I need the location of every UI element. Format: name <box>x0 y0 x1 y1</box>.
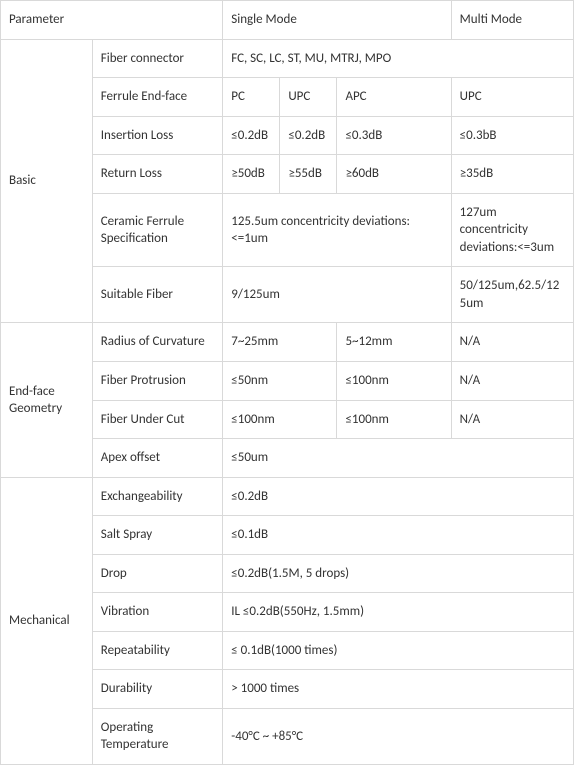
value-salt-spray: ≤0.1dB <box>223 516 574 555</box>
label-ceramic-ferrule: Ceramic Ferrule Specification <box>92 193 223 267</box>
label-durability: Durability <box>92 670 223 709</box>
group-mechanical: Mechanical <box>1 477 93 764</box>
label-exchangeability: Exchangeability <box>92 477 223 516</box>
value-il-upc: ≤0.2dB <box>280 116 337 155</box>
header-single-mode: Single Mode <box>223 1 451 40</box>
value-vibration: IL ≤0.2dB(550Hz, 1.5mm) <box>223 593 574 632</box>
value-rl-pc: ≥50dB <box>223 155 280 194</box>
value-fuc-b: ≤100nm <box>337 400 451 439</box>
label-apex: Apex offset <box>92 439 223 478</box>
header-row: Parameter Single Mode Multi Mode <box>1 1 574 40</box>
value-apex: ≤50um <box>223 439 574 478</box>
value-endface-apc: APC <box>337 78 451 117</box>
value-roc-c: N/A <box>451 323 573 362</box>
value-op-temp: -40°C ~ +85°C <box>223 708 574 764</box>
value-endface-pc: PC <box>223 78 280 117</box>
value-il-mm: ≤0.3bB <box>451 116 573 155</box>
value-il-apc: ≤0.3dB <box>337 116 451 155</box>
label-ferrule-endface: Ferrule End-face <box>92 78 223 117</box>
value-drop: ≤0.2dB(1.5M, 5 drops) <box>223 554 574 593</box>
group-basic: Basic <box>1 39 93 323</box>
label-insertion-loss: Insertion Loss <box>92 116 223 155</box>
value-suitable-fiber-mm: 50/125um,62.5/125um <box>451 267 573 323</box>
label-return-loss: Return Loss <box>92 155 223 194</box>
label-fiber-connector: Fiber connector <box>92 39 223 78</box>
header-parameter: Parameter <box>1 1 223 40</box>
label-salt-spray: Salt Spray <box>92 516 223 555</box>
value-roc-a: 7~25mm <box>223 323 337 362</box>
value-endface-upc2: UPC <box>451 78 573 117</box>
value-roc-b: 5~12mm <box>337 323 451 362</box>
label-fuc: Fiber Under Cut <box>92 400 223 439</box>
value-fp-b: ≤100nm <box>337 362 451 401</box>
row-exchangeability: Mechanical Exchangeability ≤0.2dB <box>1 477 574 516</box>
value-endface-upc: UPC <box>280 78 337 117</box>
value-exchangeability: ≤0.2dB <box>223 477 574 516</box>
value-fuc-a: ≤100nm <box>223 400 337 439</box>
value-fuc-c: N/A <box>451 400 573 439</box>
value-repeatability: ≤ 0.1dB(1000 times) <box>223 631 574 670</box>
label-roc: Radius of Curvature <box>92 323 223 362</box>
value-fp-c: N/A <box>451 362 573 401</box>
label-repeatability: Repeatability <box>92 631 223 670</box>
label-suitable-fiber: Suitable Fiber <box>92 267 223 323</box>
group-endface: End-face Geometry <box>1 323 93 477</box>
label-drop: Drop <box>92 554 223 593</box>
label-vibration: Vibration <box>92 593 223 632</box>
value-durability: > 1000 times <box>223 670 574 709</box>
row-fiber-connector: Basic Fiber connector FC, SC, LC, ST, MU… <box>1 39 574 78</box>
value-ceramic-sm: 125.5um concentricity deviations:<=1um <box>223 193 451 267</box>
value-rl-upc: ≥55dB <box>280 155 337 194</box>
value-il-pc: ≤0.2dB <box>223 116 280 155</box>
row-roc: End-face Geometry Radius of Curvature 7~… <box>1 323 574 362</box>
spec-table: Parameter Single Mode Multi Mode Basic F… <box>0 0 574 765</box>
value-rl-apc: ≥60dB <box>337 155 451 194</box>
value-rl-mm: ≥35dB <box>451 155 573 194</box>
label-fp: Fiber Protrusion <box>92 362 223 401</box>
value-suitable-fiber-sm: 9/125um <box>223 267 451 323</box>
value-fp-a: ≤50nm <box>223 362 337 401</box>
label-op-temp: Operating Temperature <box>92 708 223 764</box>
value-fiber-connector: FC, SC, LC, ST, MU, MTRJ, MPO <box>223 39 574 78</box>
header-multi-mode: Multi Mode <box>451 1 573 40</box>
value-ceramic-mm: 127um concentricity deviations:<=3um <box>451 193 573 267</box>
